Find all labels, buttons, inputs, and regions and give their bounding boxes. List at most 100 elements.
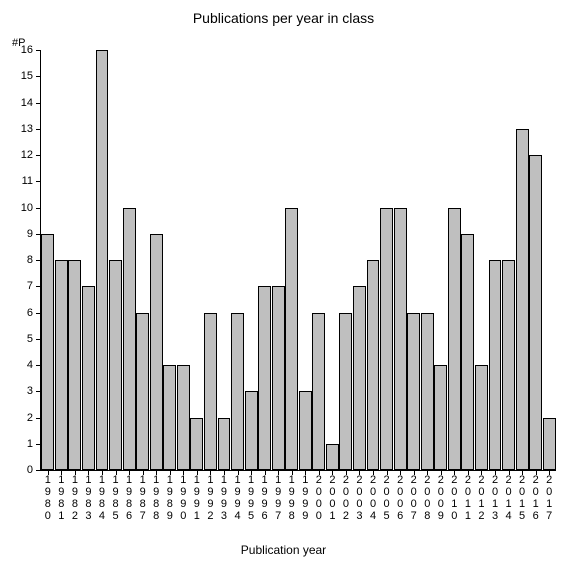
x-tick-label: 1 9 9 8 [287, 474, 297, 522]
bar [123, 208, 136, 471]
y-tick-label: 7 [27, 280, 33, 292]
bar [475, 365, 488, 470]
y-tick-label: 9 [27, 228, 33, 240]
y-tick [36, 155, 41, 156]
x-tick-label: 1 9 9 1 [192, 474, 202, 522]
bar [163, 365, 176, 470]
bar [109, 260, 122, 470]
y-tick [36, 444, 41, 445]
y-tick-label: 16 [21, 44, 33, 56]
x-tick-label: 1 9 9 3 [219, 474, 229, 522]
x-tick-label: 2 0 1 6 [531, 474, 541, 522]
bar [150, 234, 163, 470]
bar [272, 286, 285, 470]
x-tick-label: 1 9 9 0 [178, 474, 188, 522]
y-tick-label: 8 [27, 254, 33, 266]
x-tick-label: 2 0 0 7 [409, 474, 419, 522]
chart-container: Publications per year in class #P 012345… [0, 0, 567, 567]
x-tick-label: 2 0 0 2 [341, 474, 351, 522]
y-tick-label: 4 [27, 359, 33, 371]
bar [434, 365, 447, 470]
x-tick-label: 2 0 1 5 [517, 474, 527, 522]
y-tick-label: 15 [21, 70, 33, 82]
x-tick-label: 2 0 0 6 [395, 474, 405, 522]
x-tick-label: 2 0 0 5 [382, 474, 392, 522]
y-tick-label: 14 [21, 97, 33, 109]
y-tick [36, 470, 41, 471]
x-tick-label: 1 9 8 5 [111, 474, 121, 522]
x-tick-label: 2 0 1 3 [490, 474, 500, 522]
y-tick-label: 3 [27, 385, 33, 397]
y-tick-label: 0 [27, 464, 33, 476]
y-tick-label: 13 [21, 123, 33, 135]
plot-area: 0123456789101112131415161 9 8 01 9 8 11 … [40, 50, 556, 471]
y-tick [36, 286, 41, 287]
x-tick-label: 1 9 8 8 [151, 474, 161, 522]
bar [258, 286, 271, 470]
x-tick-label: 1 9 8 0 [43, 474, 53, 522]
x-tick-label: 1 9 8 7 [138, 474, 148, 522]
x-tick-label: 2 0 1 1 [463, 474, 473, 522]
x-axis-label: Publication year [0, 543, 567, 557]
bar [231, 313, 244, 471]
y-tick-label: 10 [21, 202, 33, 214]
x-tick-label: 1 9 9 4 [233, 474, 243, 522]
bar [353, 286, 366, 470]
x-tick-label: 1 9 9 5 [246, 474, 256, 522]
bar [516, 129, 529, 470]
bar [136, 313, 149, 471]
x-tick-label: 2 0 0 9 [436, 474, 446, 522]
y-tick [36, 260, 41, 261]
bar [96, 50, 109, 470]
x-tick-label: 1 9 8 2 [70, 474, 80, 522]
x-tick-label: 1 9 8 3 [83, 474, 93, 522]
bar [326, 444, 339, 470]
bar [502, 260, 515, 470]
bar [68, 260, 81, 470]
x-tick-label: 1 9 8 4 [97, 474, 107, 522]
x-tick-label: 1 9 8 9 [165, 474, 175, 522]
bar [299, 391, 312, 470]
y-tick [36, 339, 41, 340]
x-tick-label: 1 9 9 2 [205, 474, 215, 522]
y-tick [36, 208, 41, 209]
bar [285, 208, 298, 471]
y-tick-label: 12 [21, 149, 33, 161]
y-tick [36, 391, 41, 392]
y-tick-label: 11 [22, 175, 33, 187]
bar [421, 313, 434, 471]
y-tick-label: 2 [27, 412, 33, 424]
y-tick [36, 418, 41, 419]
y-tick [36, 313, 41, 314]
bar [204, 313, 217, 471]
y-tick [36, 76, 41, 77]
y-tick [36, 365, 41, 366]
y-tick [36, 129, 41, 130]
x-tick-label: 1 9 9 9 [300, 474, 310, 522]
bar [41, 234, 54, 470]
x-tick-label: 2 0 0 3 [354, 474, 364, 522]
x-tick-label: 2 0 1 2 [476, 474, 486, 522]
bar [177, 365, 190, 470]
x-tick-label: 1 9 9 7 [273, 474, 283, 522]
x-tick-label: 2 0 1 0 [449, 474, 459, 522]
x-tick-label: 1 9 8 6 [124, 474, 134, 522]
y-tick-label: 1 [27, 438, 33, 450]
x-tick-label: 2 0 1 7 [544, 474, 554, 522]
bar [55, 260, 68, 470]
x-tick-label: 2 0 0 0 [314, 474, 324, 522]
x-tick-label: 2 0 0 8 [422, 474, 432, 522]
bar [394, 208, 407, 471]
y-tick [36, 50, 41, 51]
bar [407, 313, 420, 471]
bar [339, 313, 352, 471]
x-tick-label: 2 0 1 4 [504, 474, 514, 522]
bar [489, 260, 502, 470]
y-tick [36, 181, 41, 182]
y-tick-label: 6 [27, 307, 33, 319]
x-tick-label: 1 9 9 6 [260, 474, 270, 522]
bar [380, 208, 393, 471]
bar [190, 418, 203, 471]
y-tick [36, 103, 41, 104]
y-tick [36, 234, 41, 235]
